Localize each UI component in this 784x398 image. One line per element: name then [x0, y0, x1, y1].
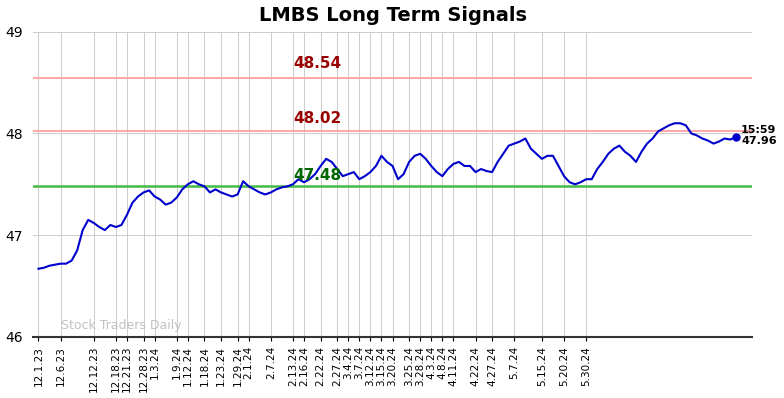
- Text: 48.02: 48.02: [293, 111, 341, 126]
- Text: 47.48: 47.48: [293, 168, 341, 183]
- Text: 48.54: 48.54: [293, 56, 341, 71]
- Text: Stock Traders Daily: Stock Traders Daily: [60, 319, 181, 332]
- Title: LMBS Long Term Signals: LMBS Long Term Signals: [259, 6, 527, 25]
- Text: 15:59
47.96: 15:59 47.96: [741, 125, 777, 146]
